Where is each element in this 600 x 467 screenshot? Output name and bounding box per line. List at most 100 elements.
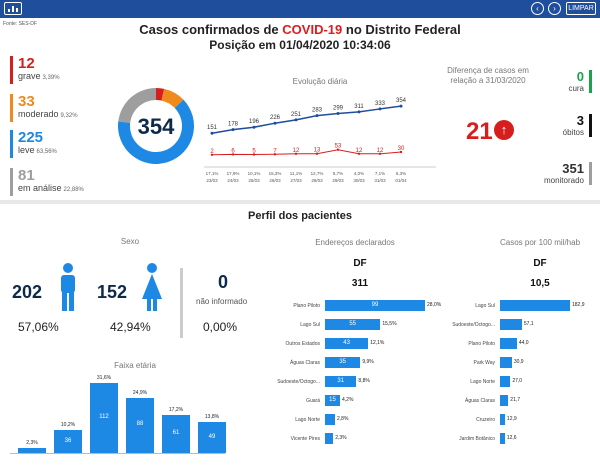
sex-title: Sexo [120,237,140,246]
daily-date: 26/03 [269,178,281,183]
rate-bar [500,357,512,368]
severity-label-row: leve 63,56% [18,145,57,155]
address-label: Sudoeste/Octogo... [277,379,320,385]
new-cases-label: 12 [377,148,384,154]
severity-pct: 22,88% [63,187,84,193]
age-axis [10,453,225,454]
total-point[interactable] [210,131,214,135]
new-cases-point[interactable] [336,148,340,151]
daily-pct: 7,1% [375,171,385,176]
daily-date: 27/03 [290,178,302,183]
donut-segment[interactable] [118,88,156,123]
rate-title: Casos por 100 mil/hab [499,238,581,247]
address-title: Endereços declarados [315,238,395,247]
address-bar [325,433,334,444]
donut-segment[interactable] [156,88,165,101]
new-cases-point[interactable] [210,153,214,156]
severity-num: 81 [18,167,35,184]
donut-segment[interactable] [161,88,184,108]
donut-chart[interactable]: 354 [113,83,199,169]
address-bar [325,395,340,406]
total-point[interactable] [378,107,382,111]
total-point[interactable] [399,104,403,108]
diff-value: 21 [466,118,493,145]
daily-pct: 10,1% [248,171,261,176]
total-label: 333 [375,101,386,107]
new-cases-label: 30 [398,146,405,152]
severity-num: 33 [18,93,35,110]
total-label: 283 [312,108,323,114]
address-label: Vicente Pires [290,436,320,442]
address-total: 311 [351,278,369,289]
rate-region: DF [533,258,547,269]
rate-value: 57,1 [523,321,534,327]
daily-pct: 4,0% [354,171,364,176]
age-value: 61 [172,429,180,436]
new-cases-point[interactable] [294,152,298,155]
rate-bar [500,395,509,406]
new-cases-label: 12 [356,148,363,154]
female-icon [142,263,162,311]
age-pct: 13,8% [204,414,220,421]
age-value: 112 [99,414,109,420]
total-point[interactable] [357,110,361,114]
rate-label: Águas Claras [464,398,495,404]
new-cases-point[interactable] [273,153,277,156]
total-point[interactable] [252,125,256,129]
rate-bar [500,376,511,387]
daily-pct: 17,9% [227,171,240,176]
cura-stat: 0 cura [568,70,592,93]
total-point[interactable] [231,128,235,132]
daily-date: 31/03 [374,178,386,183]
age-bar [90,383,118,453]
address-label: Outros Estados [285,341,320,347]
total-point[interactable] [273,121,277,125]
severity-label: leve [18,145,35,155]
new-cases-line [211,149,402,156]
back-arrow-icon[interactable]: ‹ [531,2,544,15]
total-label: 178 [228,122,239,128]
forward-arrow-icon[interactable]: › [548,2,561,15]
rate-label: Lago Sul [475,303,495,309]
new-cases-point[interactable] [231,153,235,156]
new-cases-point[interactable] [252,153,256,156]
severity-stat: 81 em análise 22,88% [10,168,84,196]
severity-stat: 33 moderado 9,32% [10,94,78,122]
rate-label: Plano Piloto [468,341,495,347]
obitos-stat: 3 óbitos [563,114,592,137]
address-bar [325,300,425,311]
address-label: Lago Norte [295,417,320,423]
rate-bar [500,300,570,311]
male-count: 202 [12,282,43,302]
address-region: DF [353,258,367,269]
new-cases-label: 53 [335,144,342,150]
new-cases-point[interactable] [378,152,382,155]
rate-value: 182,9 [572,302,585,308]
new-cases-point[interactable] [399,150,403,154]
total-point[interactable] [294,118,298,122]
clear-button[interactable]: LIMPAR [566,2,596,15]
male-pct: 57,06% [18,320,59,334]
address-pct: 2,8% [337,416,349,422]
male-icon [61,263,75,311]
sex-separator [180,268,183,338]
new-cases-point[interactable] [357,152,361,155]
age-pct: 17,2% [168,406,184,413]
age-bar [126,397,154,453]
total-label: 151 [207,125,218,131]
unknown-label: não informado [196,297,248,306]
total-point[interactable] [336,111,340,115]
address-value: 55 [349,321,357,327]
total-line [211,105,402,134]
address-bar [325,338,369,349]
total-point[interactable] [315,114,319,118]
age-pct: 2,3% [26,439,38,446]
dashboard-logo-icon [4,2,22,15]
daily-evolution-chart[interactable]: 151 178 196 226 251 283 299 311 333 354 2 6 5 7 12 13 53… [200,95,440,190]
severity-pct: 9,32% [60,113,78,119]
new-cases-point[interactable] [315,152,319,155]
address-bar [325,376,357,387]
age-value: 88 [136,421,144,428]
donut-segment[interactable] [118,99,194,164]
new-cases-label: 5 [252,149,256,155]
